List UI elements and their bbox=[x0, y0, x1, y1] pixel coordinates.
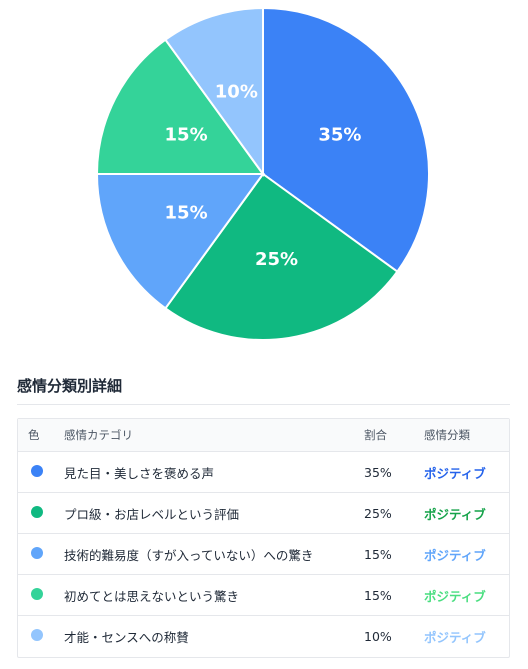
ratio-cell: 25% bbox=[364, 505, 392, 521]
classification-cell: ポジティブ bbox=[424, 588, 486, 604]
classification-cell: ポジティブ bbox=[424, 506, 486, 522]
color-dot bbox=[31, 629, 43, 641]
classification-cell: ポジティブ bbox=[424, 630, 486, 645]
color-dot bbox=[31, 464, 43, 477]
ratio-cell: 35% bbox=[364, 464, 392, 480]
pie-slice-label: 15% bbox=[165, 124, 208, 145]
pie-slice-label: 10% bbox=[215, 81, 258, 102]
pie-slice bbox=[164, 6, 264, 178]
color-dot bbox=[31, 505, 43, 518]
emotion-table: 色 感情カテゴリ 割合 感情分類 見た目・美しさを褒める声 35% ポジティブ … bbox=[17, 418, 510, 658]
header-category: 感情カテゴリ bbox=[64, 428, 133, 442]
pie-slice bbox=[95, 173, 265, 310]
table-row: 才能・センスへの称賛 10% ポジティブ bbox=[18, 616, 509, 657]
category-cell: 初めてとは思えないという驚き bbox=[64, 588, 240, 604]
header-color: 色 bbox=[28, 428, 40, 442]
table-row: 見た目・美しさを褒める声 35% ポジティブ bbox=[18, 452, 509, 493]
table-row: 初めてとは思えないという驚き 15% ポジティブ bbox=[18, 575, 509, 616]
section-title: 感情分類別詳細 bbox=[17, 377, 123, 395]
table-header: 色 感情カテゴリ 割合 感情分類 bbox=[18, 419, 509, 452]
category-cell: 見た目・美しさを褒める声 bbox=[64, 465, 215, 481]
pie-slice bbox=[262, 6, 430, 273]
pie-slice bbox=[95, 38, 265, 175]
ratio-cell: 15% bbox=[364, 587, 392, 603]
category-cell: 才能・センスへの称賛 bbox=[64, 630, 189, 645]
classification-cell: ポジティブ bbox=[424, 465, 486, 481]
section-divider bbox=[17, 404, 510, 405]
pie-slice-label: 35% bbox=[318, 124, 361, 145]
category-cell: 技術的難易度（すが入っていない）への驚き bbox=[64, 547, 314, 563]
color-dot bbox=[31, 587, 43, 600]
category-cell: プロ級・お店レベルという評価 bbox=[64, 506, 240, 522]
table-row: プロ級・お店レベルという評価 25% ポジティブ bbox=[18, 493, 509, 534]
pie-slice-label: 15% bbox=[165, 203, 208, 224]
ratio-cell: 10% bbox=[364, 629, 392, 644]
color-dot bbox=[31, 546, 43, 559]
pie-slice bbox=[164, 172, 399, 341]
pie-slice-label: 25% bbox=[255, 249, 298, 270]
header-ratio: 割合 bbox=[364, 428, 387, 442]
classification-cell: ポジティブ bbox=[424, 547, 486, 563]
pie-chart: 35% 25% 15% 15% 10% bbox=[95, 6, 430, 341]
ratio-cell: 15% bbox=[364, 546, 392, 562]
header-classification: 感情分類 bbox=[424, 428, 470, 442]
table-row: 技術的難易度（すが入っていない）への驚き 15% ポジティブ bbox=[18, 534, 509, 575]
